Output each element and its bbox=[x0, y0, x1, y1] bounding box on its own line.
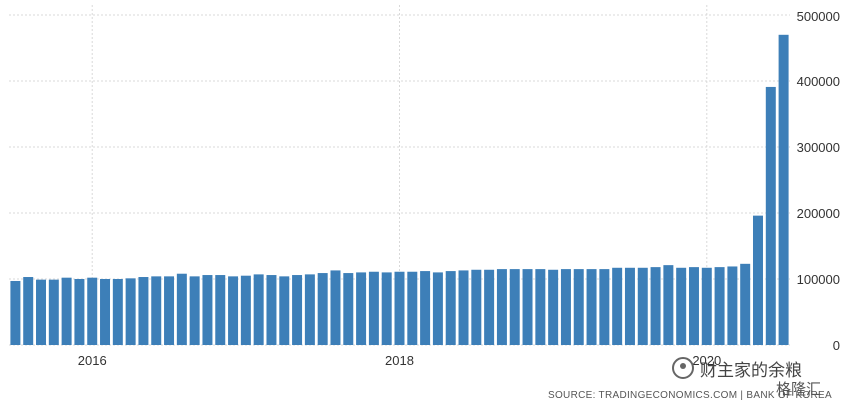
bar bbox=[368, 271, 379, 345]
gelonghui-logo: 格隆汇 bbox=[776, 381, 822, 398]
bar bbox=[612, 267, 623, 345]
bar bbox=[253, 274, 264, 345]
y-axis-ticks: 0 100000 200000 300000 400000 500000 bbox=[797, 9, 840, 353]
y-tick-label: 300000 bbox=[797, 140, 840, 155]
bar bbox=[688, 267, 699, 345]
bar bbox=[471, 269, 482, 345]
bar bbox=[10, 280, 21, 345]
bar bbox=[125, 278, 136, 345]
watermark: 财主家的余粮 bbox=[672, 356, 802, 381]
bar bbox=[228, 276, 239, 345]
bar bbox=[112, 279, 123, 345]
bar bbox=[663, 265, 674, 345]
bar bbox=[624, 267, 635, 345]
y-tick-label: 500000 bbox=[797, 9, 840, 24]
bar bbox=[343, 273, 354, 345]
bar bbox=[151, 276, 162, 345]
bar bbox=[138, 277, 149, 345]
y-tick-label: 400000 bbox=[797, 74, 840, 89]
bar bbox=[445, 271, 456, 345]
watermark-text: 财主家的余粮 bbox=[700, 361, 802, 380]
grid bbox=[9, 5, 790, 346]
bar bbox=[701, 267, 712, 345]
y-tick-label: 200000 bbox=[797, 206, 840, 221]
bar bbox=[176, 273, 187, 345]
bar bbox=[420, 271, 431, 345]
bar bbox=[637, 267, 648, 345]
bar bbox=[765, 86, 776, 345]
bar bbox=[496, 269, 507, 345]
bar bbox=[304, 274, 315, 345]
source-note: SOURCE: TRADINGECONOMICS.COM | BANK OF K… bbox=[548, 390, 832, 401]
bar bbox=[100, 279, 111, 345]
bar bbox=[266, 275, 277, 345]
y-tick-label: 100000 bbox=[797, 272, 840, 287]
bar bbox=[458, 270, 469, 345]
bar bbox=[573, 269, 584, 345]
bar bbox=[356, 272, 367, 345]
bar bbox=[714, 267, 725, 345]
bar bbox=[48, 279, 59, 345]
bar bbox=[560, 269, 571, 345]
bar bbox=[317, 273, 328, 345]
bar bbox=[74, 279, 85, 345]
bar bbox=[522, 269, 533, 345]
bar bbox=[292, 275, 303, 345]
bar bbox=[535, 269, 546, 345]
bar bbox=[23, 277, 34, 345]
bar bbox=[381, 272, 392, 345]
bar bbox=[676, 267, 687, 345]
bar bbox=[61, 277, 72, 345]
bar bbox=[548, 269, 559, 345]
bar bbox=[87, 277, 98, 345]
bar bbox=[407, 271, 418, 345]
bar bbox=[394, 271, 405, 345]
bar bbox=[189, 276, 200, 345]
bar bbox=[330, 270, 341, 345]
bars bbox=[10, 34, 789, 346]
bar bbox=[202, 275, 213, 345]
bar bbox=[740, 263, 751, 345]
bar bbox=[727, 266, 738, 345]
bar bbox=[586, 269, 597, 345]
bar bbox=[599, 269, 610, 345]
y-tick-label: 0 bbox=[833, 338, 840, 353]
bar bbox=[484, 269, 495, 345]
x-tick-label: 2018 bbox=[385, 353, 414, 368]
x-tick-label: 2020 bbox=[692, 353, 721, 368]
bar bbox=[432, 272, 443, 345]
x-tick-label: 2016 bbox=[78, 353, 107, 368]
bar bbox=[650, 267, 661, 345]
bar bbox=[752, 215, 763, 345]
bar bbox=[36, 279, 47, 345]
bar bbox=[240, 275, 251, 345]
bar bbox=[778, 34, 789, 346]
bar bbox=[509, 269, 520, 345]
bar bbox=[215, 275, 226, 345]
bar bbox=[164, 276, 175, 345]
wechat-icon bbox=[672, 357, 694, 379]
bar bbox=[279, 276, 290, 345]
x-axis-ticks: 2016 2018 2020 bbox=[78, 353, 721, 368]
